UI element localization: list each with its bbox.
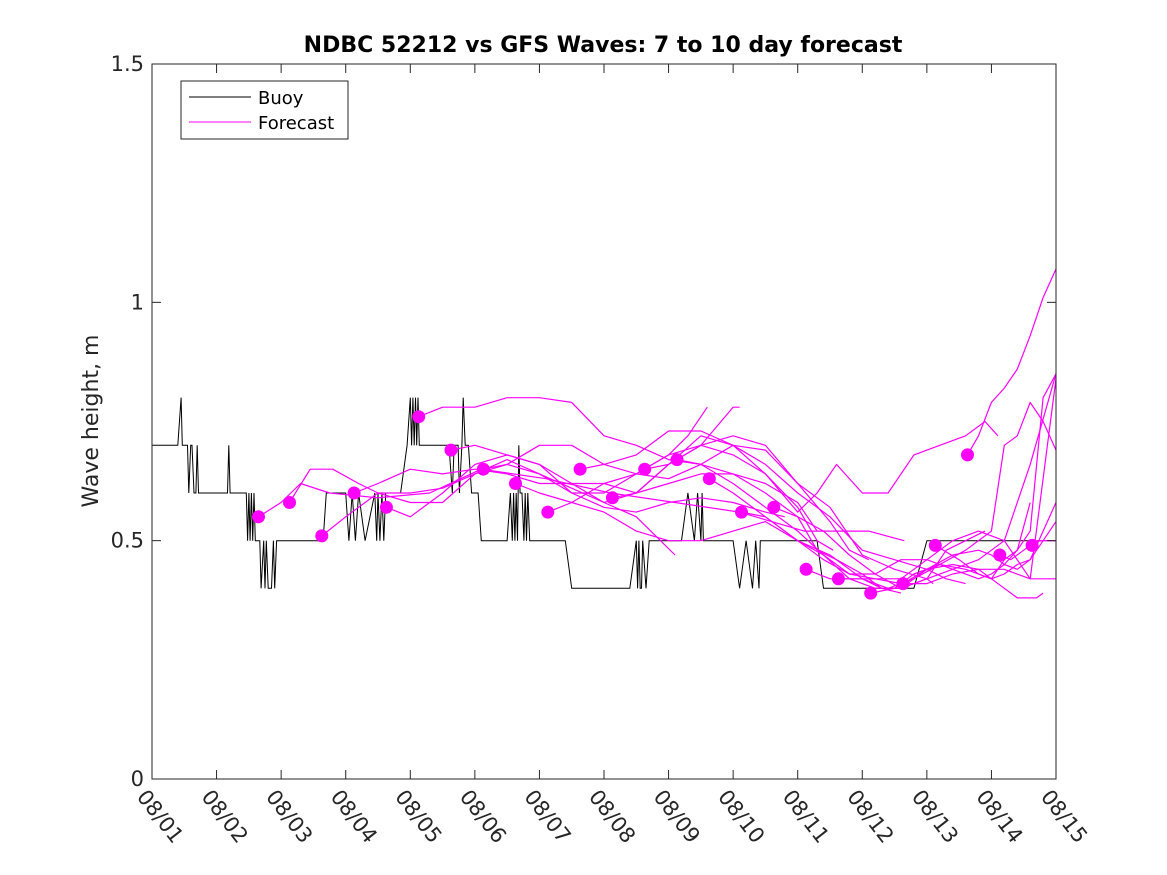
- forecast-run-line: [838, 401, 1057, 589]
- forecast-marker: [605, 491, 619, 505]
- forecast-marker: [896, 577, 910, 591]
- forecast-marker: [638, 462, 652, 476]
- legend-forecast-label: Forecast: [258, 113, 334, 134]
- forecast-run-line: [966, 268, 1057, 456]
- forecast-marker: [347, 486, 361, 500]
- data-layer: [152, 268, 1057, 600]
- forecast-run-line: [934, 521, 1057, 580]
- forecast-marker: [735, 505, 748, 519]
- legend-box: [180, 80, 349, 140]
- forecast-series-group: [258, 268, 1057, 599]
- forecast-run-line: [483, 444, 869, 561]
- forecast-marker: [864, 586, 878, 600]
- chart-title: NDBC 52212 vs GFS Waves: 7 to 10 day for…: [304, 33, 903, 58]
- forecast-marker: [252, 510, 265, 524]
- forecast-marker: [1025, 538, 1039, 552]
- buoy-series: [152, 397, 1044, 589]
- legend-buoy-label: Buoy: [258, 88, 304, 109]
- forecast-run-line: [418, 397, 818, 532]
- forecast-marker: [444, 443, 458, 457]
- forecast-marker: [573, 462, 587, 476]
- forecast-marker: [767, 500, 781, 514]
- forecast-marker: [993, 548, 1007, 562]
- y-tick-label: 0: [131, 767, 144, 791]
- forecast-marker-group: [252, 410, 1039, 600]
- plot-area: [152, 64, 1056, 779]
- forecast-marker: [961, 448, 974, 462]
- forecast-marker: [283, 496, 296, 509]
- forecast-run-line: [579, 430, 966, 585]
- forecast-marker: [799, 562, 813, 576]
- y-axis-label: Wave height, m: [79, 335, 104, 508]
- forecast-marker: [476, 462, 490, 476]
- forecast-marker: [831, 572, 845, 586]
- forecast-run-line: [386, 454, 785, 518]
- forecast-marker: [670, 453, 684, 467]
- forecast-marker: [509, 477, 522, 490]
- forecast-run-line: [450, 435, 834, 551]
- legend[interactable]: Buoy Forecast: [180, 80, 349, 140]
- forecast-marker: [315, 529, 329, 543]
- y-tick-label: 1: [131, 290, 144, 314]
- forecast-marker: [412, 410, 426, 424]
- forecast-marker: [928, 538, 942, 552]
- y-tick-label: 1.5: [111, 52, 144, 76]
- forecast-run-line: [644, 420, 999, 513]
- forecast-marker: [379, 500, 393, 514]
- forecast-marker: [702, 472, 716, 486]
- forecast-marker: [541, 505, 555, 519]
- forecast-run-line: [773, 373, 1057, 589]
- y-tick-label: 0.5: [111, 529, 144, 553]
- buoy-line: [152, 397, 1044, 589]
